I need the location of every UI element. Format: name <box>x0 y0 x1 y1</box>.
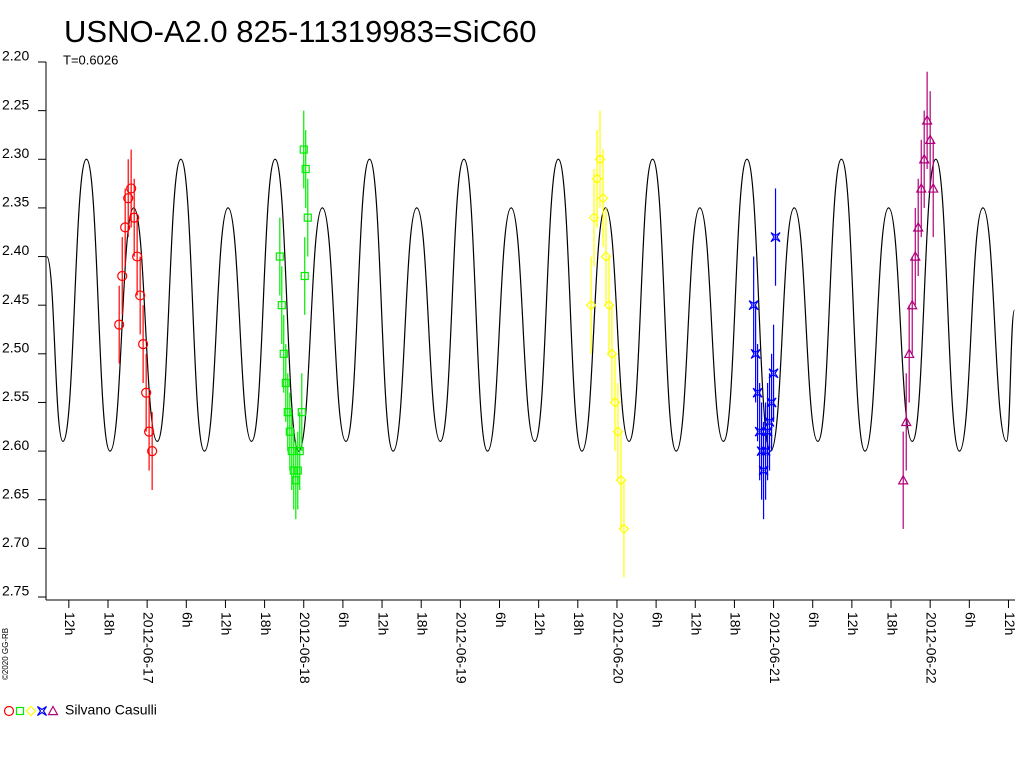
x-tick-label: 6h <box>336 612 352 628</box>
x-tick-label: 6h <box>493 612 509 628</box>
marker <box>924 134 936 145</box>
legend-label: Silvano Casulli <box>65 702 157 718</box>
x-tick-label: 12h <box>845 612 861 635</box>
marker <box>143 426 155 437</box>
marker <box>141 387 152 398</box>
legend-marker <box>25 705 37 717</box>
x-tick-label: 2012-06-19 <box>454 612 470 684</box>
y-tick-label: 2.70 <box>2 534 29 550</box>
x-tick-label: 12h <box>62 612 78 635</box>
marker <box>275 252 284 261</box>
y-tick-label: 2.75 <box>2 583 29 599</box>
y-tick-label: 2.30 <box>2 145 29 161</box>
x-tick-label: 12h <box>1002 612 1018 635</box>
marker <box>138 338 149 350</box>
y-tick-label: 2.35 <box>2 194 29 210</box>
x-tick-label: 12h <box>689 612 705 635</box>
x-tick-label: 2012-06-20 <box>610 612 626 684</box>
marker <box>927 182 939 193</box>
x-tick-label: 12h <box>532 612 548 635</box>
y-tick-label: 2.60 <box>2 437 29 453</box>
marker <box>303 213 312 222</box>
y-tick-label: 2.55 <box>2 388 29 404</box>
marker <box>147 445 158 457</box>
y-tick-label: 2.50 <box>2 340 29 356</box>
y-tick-label: 2.40 <box>2 242 29 258</box>
model-curve <box>46 158 1016 452</box>
legend-marker <box>3 705 15 717</box>
x-tick-label: 2012-06-17 <box>140 612 156 684</box>
x-tick-label: 12h <box>219 612 235 635</box>
marker <box>135 290 146 301</box>
chart-subtitle: T=0.6026 <box>63 52 118 67</box>
x-tick-label: 6h <box>180 612 196 628</box>
legend-marker <box>37 706 47 716</box>
x-tick-label: 6h <box>963 612 979 628</box>
marker <box>120 222 131 233</box>
marker <box>295 446 304 456</box>
y-tick-label: 2.20 <box>2 48 29 64</box>
marker <box>123 193 134 204</box>
x-tick-label: 18h <box>101 612 117 635</box>
marker <box>618 523 630 535</box>
marker <box>600 251 612 262</box>
marker <box>597 192 609 204</box>
marker <box>903 348 915 359</box>
x-tick-label: 18h <box>728 612 744 635</box>
marker <box>293 466 302 475</box>
marker <box>906 299 918 310</box>
marker <box>918 153 930 164</box>
marker <box>915 182 927 193</box>
legend-marker <box>47 705 59 716</box>
marker <box>297 408 306 417</box>
x-tick-label: 6h <box>649 612 665 628</box>
marker <box>921 114 933 125</box>
marker <box>615 474 627 486</box>
marker <box>117 270 128 282</box>
marker <box>912 221 924 232</box>
marker <box>603 299 615 311</box>
marker <box>299 145 308 154</box>
x-tick-label: 18h <box>884 612 900 635</box>
marker <box>126 183 137 194</box>
x-tick-label: 2012-06-18 <box>297 612 313 684</box>
marker <box>909 250 921 261</box>
marker <box>132 251 143 262</box>
marker <box>748 300 759 311</box>
marker <box>114 319 125 330</box>
y-tick-label: 2.25 <box>2 96 29 112</box>
chart-title: USNO-A2.0 825-11319983=SiC60 <box>64 14 536 49</box>
x-tick-label: 2012-06-22 <box>923 612 939 684</box>
legend-marker <box>15 706 25 716</box>
marker <box>301 164 310 174</box>
x-tick-label: 12h <box>375 612 391 635</box>
x-tick-label: 18h <box>414 612 430 635</box>
marker <box>277 301 286 310</box>
x-tick-label: 18h <box>258 612 274 635</box>
y-tick-label: 2.45 <box>2 291 29 307</box>
credit: ©2020 GG-RB <box>1 628 10 680</box>
marker <box>279 349 288 358</box>
marker <box>300 271 309 281</box>
marker <box>281 378 290 388</box>
marker <box>129 212 140 223</box>
x-tick-label: 18h <box>571 612 587 635</box>
x-tick-label: 2012-06-21 <box>767 612 783 684</box>
marker <box>585 299 597 311</box>
marker <box>900 416 912 427</box>
marker <box>768 368 779 379</box>
y-tick-label: 2.65 <box>2 485 29 501</box>
marker <box>897 474 909 485</box>
marker <box>606 348 618 360</box>
marker <box>770 232 781 243</box>
x-tick-label: 6h <box>806 612 822 628</box>
marker <box>612 426 624 437</box>
